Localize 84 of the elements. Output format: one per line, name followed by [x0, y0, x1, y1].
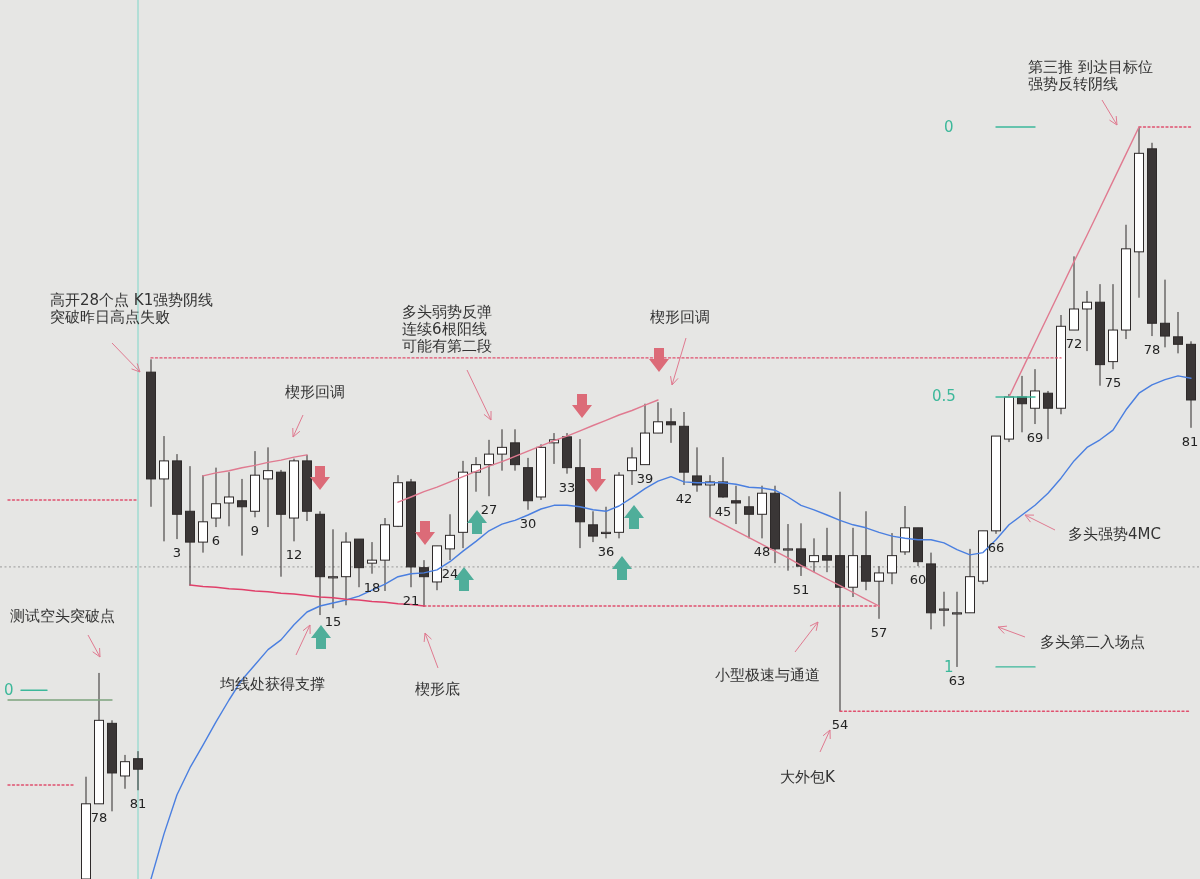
text: 第三推 到达目标位	[1028, 58, 1153, 76]
candlestick	[224, 471, 234, 527]
candlestick	[731, 485, 741, 525]
x-tick-label: 57	[870, 624, 888, 640]
candlestick	[783, 523, 793, 572]
candlestick	[120, 754, 130, 790]
annotation: 楔形回调	[650, 308, 710, 326]
x-tick-label: 75	[1104, 375, 1122, 391]
annotation: 连续6根阳线	[402, 320, 487, 338]
annotation: 0.5	[932, 387, 956, 405]
x-tick-label: 81	[129, 796, 147, 812]
candlestick	[718, 456, 728, 499]
candlestick	[1160, 279, 1170, 348]
candlestick	[1082, 290, 1092, 352]
candlestick	[627, 446, 637, 486]
x-tick-label: 66	[987, 539, 1005, 555]
candlestick	[809, 537, 819, 573]
annotation: 小型极速与通道	[715, 666, 820, 684]
candlestick	[588, 510, 598, 543]
x-tick-label: 81	[1181, 433, 1199, 449]
annotation: 0	[944, 118, 954, 136]
candlestick	[887, 532, 897, 585]
candlestick	[601, 506, 611, 539]
candlestick	[367, 541, 377, 575]
annotation: 多头弱势反弹	[402, 303, 492, 321]
x-tick-label: 27	[480, 502, 498, 518]
candlestick	[198, 474, 208, 554]
x-tick-label: 15	[324, 614, 342, 630]
annotation: 多头强势4MC	[1068, 525, 1161, 543]
annotation: 大外包K	[780, 768, 836, 786]
x-tick-label: 72	[1065, 336, 1083, 352]
annotation: 楔形底	[415, 680, 460, 698]
candlestick	[874, 565, 884, 620]
candlestick	[1030, 368, 1040, 425]
candlestick	[237, 478, 247, 557]
x-tick-label: 51	[792, 581, 810, 597]
candlestick	[796, 522, 806, 577]
annotation: 楔形回调	[285, 383, 345, 401]
annotation: 可能有第二段	[402, 337, 492, 355]
x-tick-label: 78	[1143, 342, 1161, 358]
x-tick-label: 9	[250, 523, 260, 539]
candlestick	[705, 474, 715, 518]
candlestick	[510, 428, 520, 472]
candlestick	[497, 428, 507, 472]
x-tick-label: 42	[675, 490, 693, 506]
text: 强势反转阴线	[1028, 75, 1118, 93]
x-tick-label: 24	[441, 566, 459, 582]
x-tick-label: 39	[636, 470, 654, 486]
annotation: 0	[4, 681, 14, 699]
x-tick-label: 6	[211, 533, 221, 549]
x-tick-label: 69	[1026, 430, 1044, 446]
candlestick	[692, 446, 702, 493]
candlestick	[952, 591, 962, 668]
candlestick	[653, 401, 663, 434]
candlestick	[445, 513, 455, 561]
x-tick-label: 30	[519, 515, 537, 531]
annotation: 高开28个点 K1强势阴线	[50, 291, 214, 309]
candlestick	[328, 528, 338, 609]
x-tick-label: 45	[714, 503, 732, 519]
x-tick-label: 78	[90, 809, 108, 825]
candlestick	[263, 446, 273, 528]
x-tick-label: 12	[285, 547, 303, 563]
candlestick	[471, 456, 481, 493]
candlestick	[822, 527, 832, 573]
annotation: 突破昨日高点失败	[50, 308, 170, 326]
candlestick	[211, 467, 221, 528]
candlestick	[484, 439, 494, 497]
x-tick-label: 36	[597, 544, 615, 560]
candlestick	[159, 435, 169, 542]
candlestick	[1173, 311, 1183, 354]
candlestick	[1069, 255, 1079, 331]
candlestick	[666, 407, 676, 444]
candlestick	[744, 495, 754, 539]
candlestick	[133, 750, 143, 791]
candlestick	[1043, 390, 1053, 440]
x-tick-label: 54	[831, 717, 849, 733]
annotation: 多头第二入场点	[1040, 633, 1145, 651]
x-tick-label: 48	[753, 544, 771, 560]
candlestick	[939, 591, 949, 627]
x-tick-label: 33	[558, 479, 576, 495]
annotation: 测试空头突破点	[10, 607, 115, 625]
x-tick-label: 60	[909, 572, 927, 588]
x-tick-label: 3	[172, 545, 182, 561]
candlestick	[757, 485, 767, 539]
